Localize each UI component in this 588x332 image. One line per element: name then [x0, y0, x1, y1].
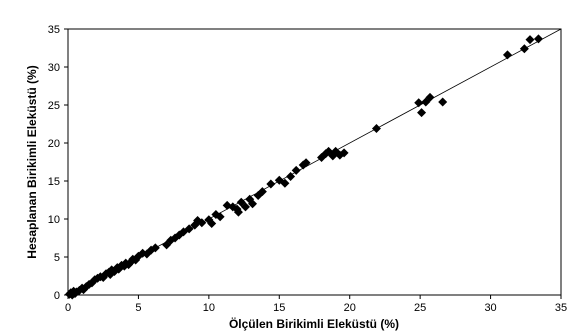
y-tick-label: 0: [54, 290, 60, 302]
x-tick-label: 15: [273, 302, 285, 314]
data-point: [502, 50, 512, 60]
data-point: [291, 165, 301, 175]
x-tick-label: 10: [203, 302, 215, 314]
y-tick-label: 20: [48, 138, 60, 150]
data-point: [248, 199, 258, 209]
data-point: [207, 219, 217, 229]
data-point: [425, 92, 435, 102]
data-point: [184, 224, 194, 234]
data-point: [525, 35, 535, 45]
data-points: [64, 34, 543, 300]
data-point: [301, 158, 311, 168]
data-point: [339, 148, 349, 158]
x-tick-label: 35: [555, 302, 567, 314]
x-tick-label: 20: [344, 302, 356, 314]
data-point: [138, 248, 148, 258]
data-point: [280, 178, 290, 188]
x-tick-label: 5: [135, 302, 141, 314]
x-tick-label: 30: [484, 302, 496, 314]
plot-area: [67, 28, 562, 296]
x-tick-label: 0: [65, 302, 71, 314]
y-axis-label: Hesaplanan Birikimli Eleküstü (%): [25, 65, 39, 258]
data-point: [266, 179, 276, 189]
data-point: [533, 34, 543, 44]
y-tick-label: 25: [48, 100, 60, 112]
data-point: [197, 218, 207, 228]
y-tick-label: 30: [48, 62, 60, 74]
y-axis: 0 5 10 15 20 25 30 35: [48, 24, 68, 302]
data-point: [215, 212, 225, 222]
x-axis: 0 5 10 15 20 25 30 35: [65, 295, 567, 314]
data-point: [286, 171, 296, 181]
x-axis-label: Ölçülen Birikimli Eleküstü (%): [229, 316, 399, 331]
y-tick-label: 35: [48, 24, 60, 36]
data-point: [519, 44, 529, 54]
data-point: [371, 124, 381, 134]
data-point: [257, 187, 267, 197]
data-point: [222, 200, 232, 210]
data-point: [438, 97, 448, 107]
data-point: [414, 98, 424, 108]
y-tick-label: 10: [48, 214, 60, 226]
data-point: [240, 202, 250, 212]
y-tick-label: 5: [54, 252, 60, 264]
x-tick-label: 25: [414, 302, 426, 314]
data-point: [150, 243, 160, 253]
data-point: [233, 207, 243, 217]
y-tick-label: 15: [48, 176, 60, 188]
data-point: [417, 108, 427, 118]
